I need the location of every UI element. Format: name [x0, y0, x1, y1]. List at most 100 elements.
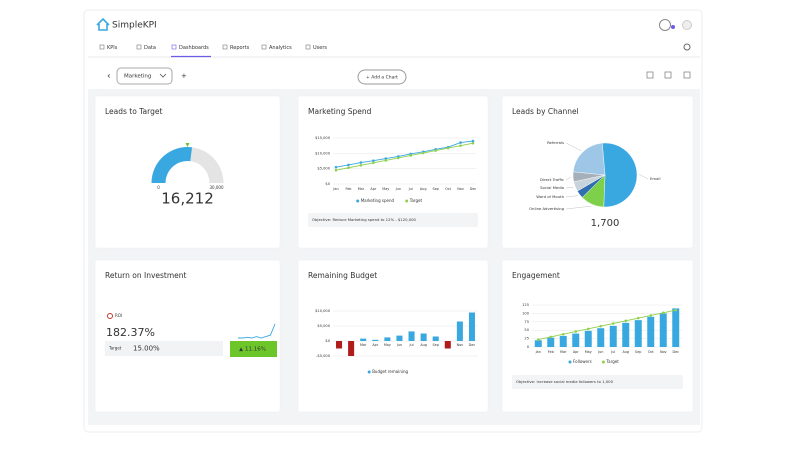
help-button[interactable] — [682, 20, 692, 30]
filter-icon[interactable] — [646, 71, 654, 79]
add-dashboard[interactable]: + — [181, 72, 187, 80]
series-point — [649, 314, 653, 317]
y-tick-label: $10,000 — [315, 151, 331, 155]
x-tick-label: Aug — [420, 343, 427, 347]
pie-leader — [565, 142, 582, 151]
bar — [336, 341, 343, 349]
y-tick-label: 125 — [522, 303, 529, 307]
widget-title: Remaining Budget — [308, 271, 377, 280]
kpi-icon — [107, 313, 113, 319]
x-tick-label: Mar — [360, 343, 367, 347]
gauge-fill — [151, 147, 193, 183]
avatar[interactable] — [659, 19, 671, 31]
y-tick-label: $5,000 — [317, 324, 330, 328]
series-point — [549, 335, 553, 339]
bar — [468, 312, 475, 341]
x-tick-label: May — [382, 187, 389, 191]
x-tick-label: Nov — [660, 350, 667, 354]
bar — [360, 338, 367, 341]
x-tick-label: May — [384, 343, 391, 347]
series-line — [538, 309, 676, 341]
card-background — [297, 259, 489, 413]
x-tick-label: Apr — [372, 343, 378, 347]
x-tick-label: Nov — [457, 343, 464, 347]
gauge-max: 30,000 — [210, 185, 224, 190]
legend-label: Target — [409, 198, 423, 203]
nav-tab[interactable]: Reports — [230, 45, 250, 51]
legend-swatch — [356, 199, 360, 203]
nav-tab[interactable]: Analytics — [269, 45, 292, 51]
pie-leader — [565, 176, 572, 181]
y-tick-label: 25 — [524, 337, 529, 341]
series-point — [624, 319, 628, 323]
back-arrow[interactable]: ‹ — [107, 72, 111, 82]
logo-icon — [96, 17, 110, 31]
bar — [597, 328, 605, 347]
pie-leader — [565, 195, 579, 198]
pie-leader — [565, 205, 592, 210]
y-tick-label: $5,000 — [317, 167, 330, 171]
x-tick-label: Jan — [332, 187, 338, 191]
series-point — [599, 324, 603, 328]
select-chevron — [159, 73, 167, 78]
pie-leader — [565, 187, 574, 189]
y-tick-label: $15,000 — [315, 136, 331, 140]
bar — [408, 331, 415, 341]
change-arrow: ▲ — [239, 347, 243, 353]
bar — [584, 330, 592, 347]
share-icon[interactable] — [683, 71, 691, 79]
dashboard-select[interactable] — [116, 67, 173, 85]
nav-tab[interactable]: Users — [313, 45, 327, 51]
x-tick-label: Mar — [358, 187, 365, 191]
print-icon[interactable] — [664, 71, 672, 79]
settings-icon[interactable] — [683, 43, 691, 51]
pie-label: Referrals — [547, 140, 564, 145]
nav-tab[interactable]: Data — [144, 45, 156, 51]
change-value: 11.16% — [245, 347, 266, 353]
bar — [456, 321, 463, 341]
bar — [420, 333, 427, 341]
pie-label: Direct Traffic — [540, 177, 564, 182]
nav-tab-icon — [136, 44, 142, 50]
nav-tab[interactable]: Dashboards — [179, 45, 209, 51]
series-point — [611, 322, 615, 325]
y-tick-label: 0 — [527, 345, 530, 349]
bar — [384, 337, 391, 341]
target-box — [105, 341, 223, 356]
series-point — [372, 161, 375, 165]
add-chart-button[interactable] — [357, 69, 407, 85]
legend-label: Budget remaining — [372, 369, 408, 374]
target-label: Target — [108, 346, 122, 351]
series-point — [586, 327, 590, 331]
legend-swatch — [405, 199, 409, 203]
legend-swatch — [568, 360, 572, 364]
nav-tab-icon — [222, 44, 228, 50]
y-tick-label: $0 — [325, 339, 330, 343]
series-point — [384, 159, 388, 162]
kpi-name: ROI — [115, 313, 122, 318]
legend-swatch — [601, 360, 605, 364]
card-background — [297, 95, 489, 249]
x-tick-label: Feb — [548, 350, 554, 354]
series-line — [335, 140, 474, 168]
kpi-value: 182.37% — [106, 326, 155, 339]
gauge-marker — [185, 143, 190, 147]
series-point — [421, 151, 425, 155]
x-tick-label: Jun — [597, 350, 603, 354]
add-chart-label: + Add a Chart — [366, 75, 398, 81]
series-point — [471, 139, 475, 143]
nav-tab[interactable]: KPIs — [107, 45, 118, 51]
bar — [547, 337, 555, 347]
status-dot — [671, 25, 675, 29]
bar — [659, 313, 667, 347]
y-tick-label: 75 — [524, 320, 529, 324]
sparkline — [238, 323, 276, 339]
widget-card: Engagement 0 25 50 75 100 125 Jan Feb Mar Apr May Ju… — [501, 259, 694, 413]
series-point — [459, 141, 462, 144]
pie-label: Online Advertising — [529, 206, 565, 211]
pie-label: Social Media — [540, 185, 564, 190]
bar — [348, 341, 355, 356]
x-tick-label: Dec — [469, 343, 476, 347]
x-tick-label: Jul — [408, 187, 413, 191]
